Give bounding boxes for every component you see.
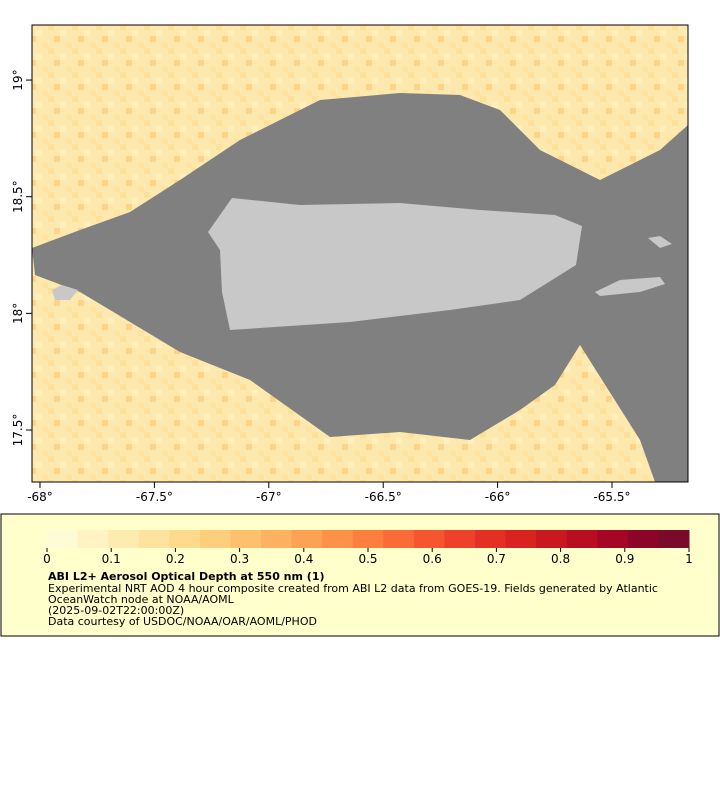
colorbar-swatch <box>230 530 262 548</box>
colorbar-swatch <box>138 530 170 548</box>
x-tick-label: -66.5° <box>365 490 402 504</box>
colorbar-tick-label: 0.8 <box>551 552 570 566</box>
colorbar-tick-label: 0.2 <box>166 552 185 566</box>
colorbar-swatch <box>47 530 79 548</box>
axes: -68° -67.5° -67° -66.5° -66° -65.5° 17.5° 18° 18… <box>11 69 631 504</box>
colorbar-tick-label: 0.7 <box>487 552 506 566</box>
caption-line: (2025-09-02T22:00:00Z) <box>48 604 184 617</box>
colorbar-swatch <box>658 530 690 548</box>
x-tick-label: -65.5° <box>593 490 630 504</box>
colorbar-swatch <box>505 530 537 548</box>
land-mona <box>52 285 78 300</box>
land-culebra <box>648 236 672 248</box>
colorbar: 0 0.1 0.2 0.3 0.4 0.5 0.6 0.7 0.8 0.9 1 <box>43 530 693 566</box>
colorbar-swatch <box>77 530 109 548</box>
colorbar-swatch <box>475 530 507 548</box>
land-puerto-rico <box>208 198 582 330</box>
colorbar-swatch <box>566 530 598 548</box>
x-tick-label: -67° <box>256 490 282 504</box>
colorbar-swatch <box>291 530 323 548</box>
colorbar-swatch <box>536 530 568 548</box>
land-vieques <box>595 277 665 296</box>
caption-line: Experimental NRT AOD 4 hour composite cr… <box>48 582 658 595</box>
colorbar-tick-label: 0.6 <box>423 552 442 566</box>
colorbar-swatch <box>322 530 354 548</box>
colorbar-swatch <box>413 530 445 548</box>
colorbar-swatch <box>199 530 231 548</box>
y-tick-label: 18.5° <box>11 180 25 213</box>
colorbar-tick-label: 0.9 <box>615 552 634 566</box>
caption-title: ABI L2+ Aerosol Optical Depth at 550 nm … <box>48 570 325 583</box>
colorbar-tick-label: 0.3 <box>230 552 249 566</box>
colorbar-tick-label: 0 <box>43 552 51 566</box>
colorbar-swatch <box>597 530 629 548</box>
caption-line: OceanWatch node at NOAA/AOML <box>48 593 235 606</box>
y-tick-label: 18° <box>11 303 25 324</box>
colorbar-tick-label: 0.1 <box>102 552 121 566</box>
colorbar-swatch <box>352 530 384 548</box>
caption-line: Data courtesy of USDOC/NOAA/OAR/AOML/PHO… <box>48 615 317 628</box>
x-tick-label: -67.5° <box>136 490 173 504</box>
colorbar-swatch <box>383 530 415 548</box>
colorbar-swatch <box>169 530 201 548</box>
x-tick-label: -66° <box>485 490 511 504</box>
colorbar-tick-label: 0.4 <box>294 552 313 566</box>
x-tick-label: -68° <box>27 490 53 504</box>
colorbar-swatch <box>261 530 293 548</box>
colorbar-swatch <box>444 530 476 548</box>
colorbar-swatch <box>108 530 140 548</box>
map-frame <box>31 24 689 483</box>
y-tick-label: 17.5° <box>11 414 25 447</box>
colorbar-swatch <box>627 530 659 548</box>
map <box>31 24 689 483</box>
colorbar-tick-label: 0.5 <box>358 552 377 566</box>
colorbar-tick-label: 1 <box>685 552 693 566</box>
y-tick-label: 19° <box>11 69 25 90</box>
